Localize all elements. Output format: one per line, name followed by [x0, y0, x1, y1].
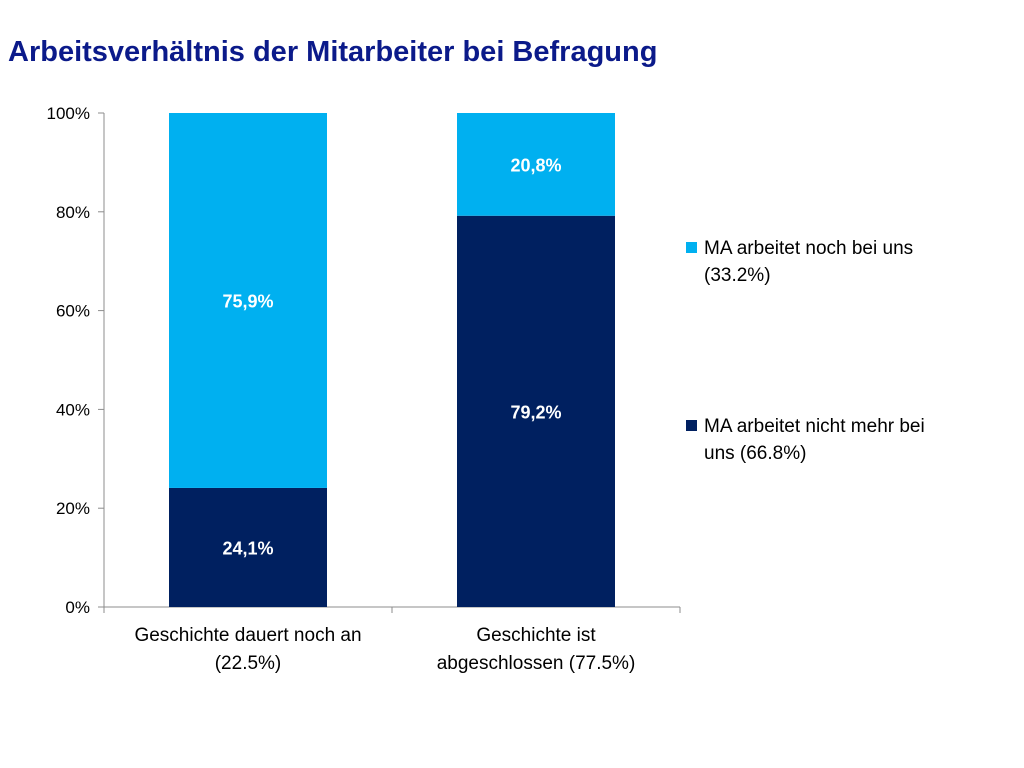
y-tick-label: 60% — [56, 302, 90, 321]
bar-segment — [457, 215, 615, 607]
data-label: 20,8% — [510, 155, 561, 175]
data-label: 24,1% — [222, 538, 273, 558]
data-label: 79,2% — [510, 402, 561, 422]
x-category-label: Geschichte dauert noch an — [134, 625, 361, 646]
bar-segment — [169, 113, 327, 488]
bars: 24,1% 75,9% 79,2% 20,8% — [169, 113, 615, 607]
legend: MA arbeitet noch bei uns (33.2%) MA arbeit… — [686, 238, 925, 464]
legend-label: uns (66.8%) — [704, 443, 806, 464]
legend-swatch — [686, 420, 697, 431]
bar-segment — [169, 487, 327, 607]
y-tick-label: 80% — [56, 203, 90, 222]
legend-swatch — [686, 242, 697, 253]
legend-label: MA arbeitet noch bei uns — [704, 238, 913, 259]
x-category-label: (22.5%) — [215, 653, 282, 674]
y-tick-label: 40% — [56, 400, 90, 419]
axes: 0% 20% 40% 60% 80% 100% Geschichte dauert noch… — [47, 104, 681, 674]
legend-label: MA arbeitet nicht mehr bei — [704, 416, 925, 437]
y-tick-label: 100% — [47, 104, 90, 123]
y-tick-label: 0% — [65, 598, 90, 617]
x-category-label: Geschichte ist — [476, 625, 596, 646]
data-label: 75,9% — [222, 291, 273, 311]
bar-segment — [457, 113, 615, 216]
legend-label: (33.2%) — [704, 265, 771, 286]
chart-title: Arbeitsverhältnis der Mitarbeiter bei Be… — [8, 36, 658, 68]
y-tick-label: 20% — [56, 499, 90, 518]
x-category-label: abgeschlossen (77.5%) — [437, 653, 636, 674]
